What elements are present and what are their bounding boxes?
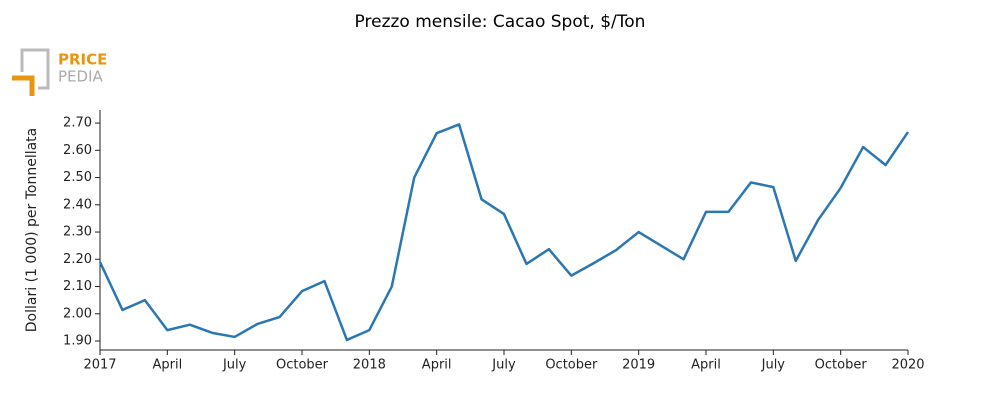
logo-top: PRICE: [58, 51, 107, 69]
y-tick-label: 2.60: [63, 143, 92, 158]
x-tick-label: 2019: [622, 358, 655, 373]
logo: PRICE PEDIA: [12, 48, 107, 96]
x-tick-label: April: [691, 358, 721, 373]
y-tick-label: 2.40: [63, 197, 92, 212]
x-tick-label: October: [545, 358, 598, 373]
chart-title: Prezzo mensile: Cacao Spot, $/Ton: [355, 12, 646, 32]
logo-frame: [20, 48, 50, 90]
x-tick-label: July: [491, 358, 516, 373]
x-tick-label: April: [422, 358, 452, 373]
y-tick-label: 2.70: [63, 116, 92, 131]
y-tick-label: 2.00: [63, 306, 92, 321]
x-tick-label: October: [815, 358, 868, 373]
x-tick-label: October: [276, 358, 329, 373]
y-tick-label: 2.50: [63, 170, 92, 185]
x-tick-label: July: [222, 358, 247, 373]
x-tick-label: July: [761, 358, 786, 373]
y-axis-label: Dollari (1 000) per Tonnellata: [24, 128, 40, 332]
x-tick-label: 2018: [353, 358, 386, 373]
y-tick-label: 2.30: [63, 225, 92, 240]
x-tick-label: April: [152, 358, 182, 373]
x-tick-label: 2020: [891, 358, 924, 373]
logo-corner: [12, 75, 35, 96]
line-series: [98, 123, 910, 342]
y-tick-label: 2.10: [63, 279, 92, 294]
y-tick-label: 2.20: [63, 252, 92, 267]
y-tick-label: 1.90: [63, 334, 92, 349]
x-tick-label: 2017: [83, 358, 116, 373]
logo-bottom: PEDIA: [58, 68, 103, 86]
